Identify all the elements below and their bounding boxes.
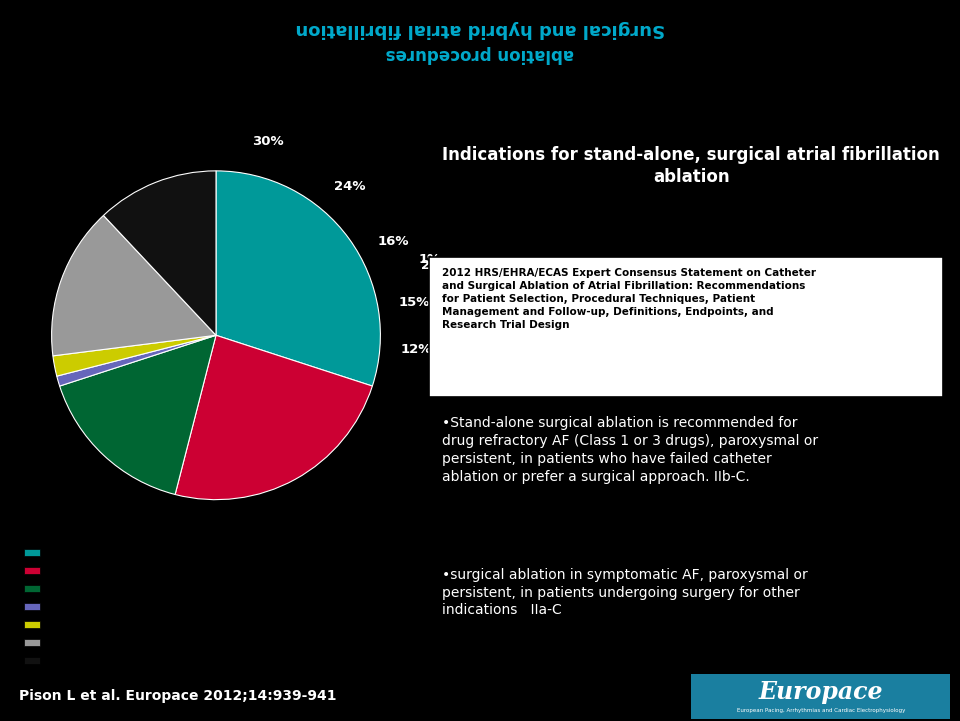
Wedge shape [104, 171, 216, 335]
Text: 1%: 1% [419, 253, 441, 266]
Wedge shape [216, 171, 380, 386]
Text: Primary intervention for (longstanding) persistent AF: Primary intervention for (longstanding) … [49, 565, 313, 575]
Wedge shape [175, 335, 372, 500]
Text: 15%: 15% [398, 296, 429, 309]
Text: European Pacing, Arrhythmias and Cardiac Electrophysiology: European Pacing, Arrhythmias and Cardiac… [736, 708, 905, 713]
Bar [25, 603, 40, 610]
Wedge shape [60, 335, 216, 495]
Text: Indications for stand-alone, surgical atrial fibrillation
ablation: Indications for stand-alone, surgical at… [443, 146, 940, 186]
Text: 30%: 30% [252, 135, 284, 148]
Text: Study protocol: Study protocol [49, 601, 121, 611]
Bar [691, 674, 950, 719]
Bar [25, 657, 40, 664]
Wedge shape [52, 216, 216, 356]
Text: Failed catheter ablation: Failed catheter ablation [49, 547, 167, 557]
Text: Europace: Europace [758, 680, 883, 704]
Text: 24%: 24% [334, 180, 366, 193]
Text: •surgical ablation in symptomatic AF, paroxysmal or
persistent, in patients unde: •surgical ablation in symptomatic AF, pa… [443, 568, 808, 617]
Text: Shorter waiting list: Shorter waiting list [49, 655, 143, 665]
Bar [25, 639, 40, 646]
Wedge shape [53, 335, 216, 376]
Text: Failed transseptal technique: Failed transseptal technique [49, 619, 190, 629]
Text: ablation procedures: ablation procedures [386, 45, 574, 63]
Text: Laurent Pison¹*, Nikolaos Dagres², Thorsten Lewalter³, Alessandro Proclemer⁴,
Ge: Laurent Pison¹*, Nikolaos Dagres², Thors… [316, 81, 644, 110]
Text: 16%: 16% [377, 234, 409, 247]
Text: Surgical and hybrid atrial fibrillation: Surgical and hybrid atrial fibrillation [296, 20, 664, 38]
Text: 12%: 12% [400, 342, 432, 355]
Text: Pison L et al. Europace 2012;14:939-941: Pison L et al. Europace 2012;14:939-941 [19, 689, 337, 704]
Text: Patient preference: Patient preference [49, 583, 140, 593]
Text: Thrombo-embolic advantage with LAA exclusion: Thrombo-embolic advantage with LAA exclu… [49, 637, 290, 647]
Bar [25, 585, 40, 592]
Bar [25, 567, 40, 574]
Text: 2012 HRS/EHRA/ECAS Expert Consensus Statement on Catheter
and Surgical Ablation : 2012 HRS/EHRA/ECAS Expert Consensus Stat… [443, 267, 816, 330]
Bar [25, 549, 40, 556]
Wedge shape [57, 335, 216, 386]
Bar [25, 621, 40, 628]
FancyBboxPatch shape [429, 257, 943, 397]
Text: •Stand-alone surgical ablation is recommended for
drug refractory AF (Class 1 or: •Stand-alone surgical ablation is recomm… [443, 417, 819, 484]
Text: 2%: 2% [420, 259, 443, 272]
